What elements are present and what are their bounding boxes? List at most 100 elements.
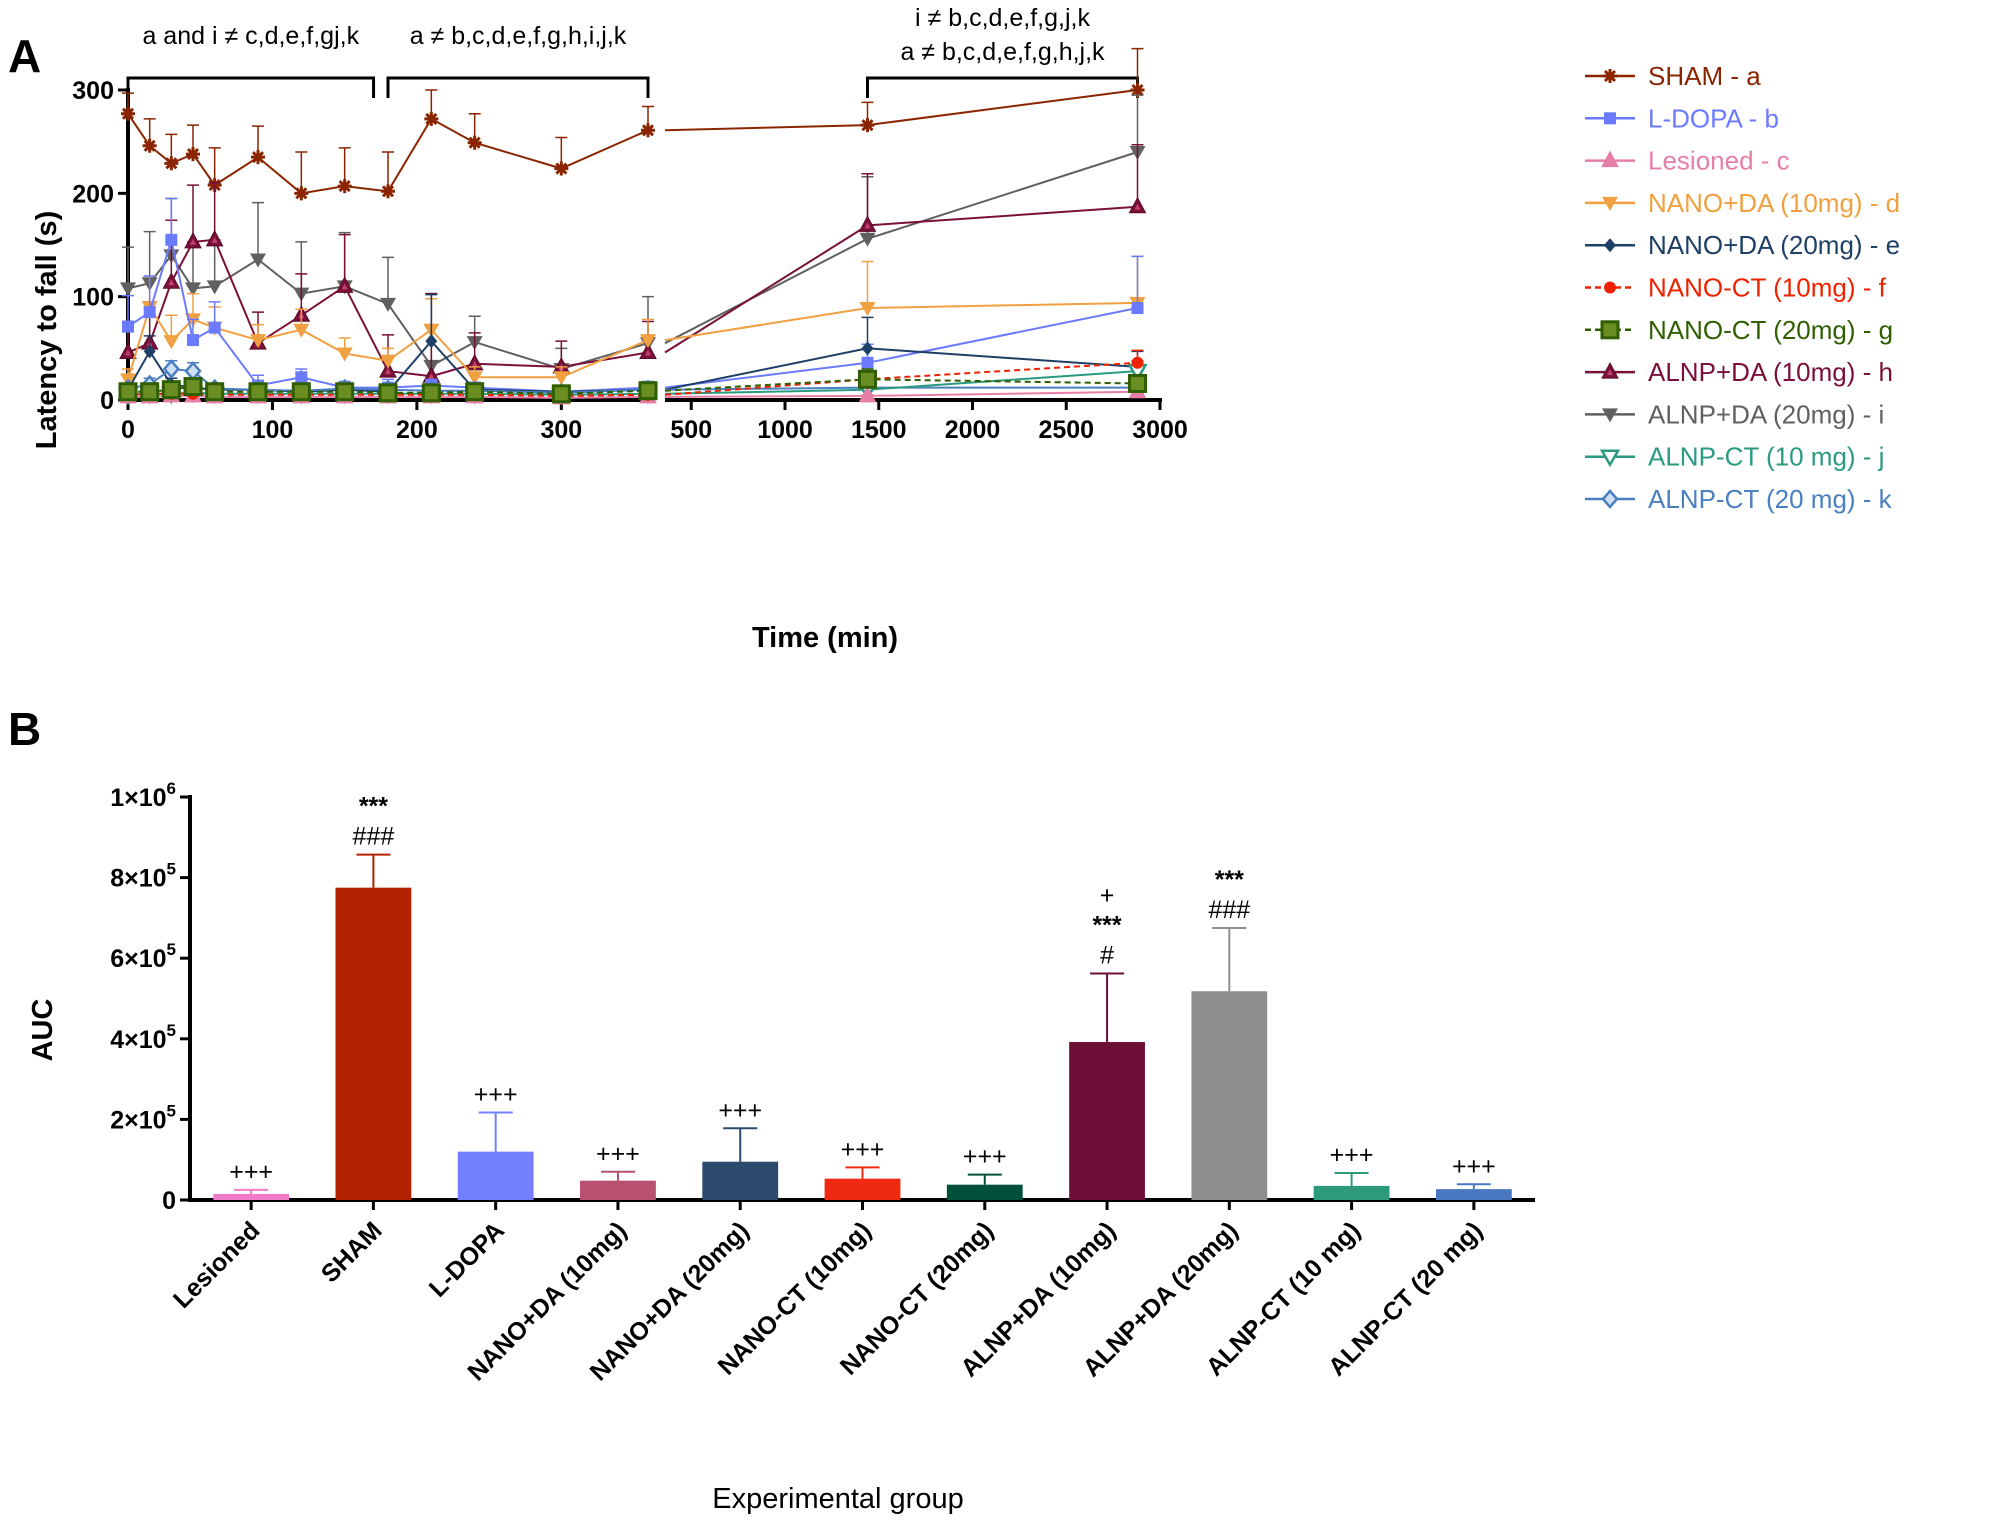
panel-a-x-tick-label: 100 bbox=[252, 416, 294, 444]
panel-a-x-tick-label: 3000 bbox=[1132, 416, 1188, 444]
data-point bbox=[143, 344, 156, 359]
legend-label: NANO+DA (10mg) - d bbox=[1648, 188, 1900, 218]
legend-marker-shape bbox=[1604, 238, 1616, 253]
data-point-shape bbox=[466, 371, 483, 386]
significance-label: +++ bbox=[841, 1135, 885, 1163]
data-point bbox=[205, 229, 224, 247]
panel-b: B AUC Experimental group 0 2×105 4×105 6×10… bbox=[8, 703, 1535, 1515]
bar bbox=[1313, 1185, 1390, 1200]
panel-a-x-axis-title: Time (min) bbox=[752, 622, 898, 654]
data-point bbox=[291, 382, 311, 402]
data-point-shape bbox=[205, 382, 225, 402]
data-point-shape bbox=[380, 354, 396, 369]
data-point bbox=[641, 123, 655, 138]
panel-a-x-tick-label: 500 bbox=[670, 416, 712, 444]
data-point bbox=[293, 323, 310, 338]
legend-item: Lesioned - c bbox=[1585, 146, 1790, 176]
data-point-inner bbox=[864, 222, 871, 229]
data-point-inner bbox=[190, 238, 196, 245]
error-bar bbox=[208, 239, 221, 287]
data-point bbox=[336, 347, 353, 362]
bracket-label: a and i ≠ c,d,e,f,gj,k bbox=[142, 22, 359, 50]
significance-label: # bbox=[1100, 942, 1114, 970]
legend-label: Lesioned - c bbox=[1648, 146, 1790, 176]
bar bbox=[1435, 1189, 1512, 1200]
data-point-shape bbox=[551, 384, 571, 404]
panel-a-y-tick-label: 200 bbox=[72, 180, 114, 208]
legend-item: ALNP-CT (20 mg) - k bbox=[1585, 484, 1893, 514]
error-bar bbox=[122, 246, 134, 289]
panel-b-y-tick-label: 8×105 bbox=[110, 860, 176, 893]
data-point bbox=[122, 320, 134, 333]
significance-label: *** bbox=[1092, 912, 1121, 940]
legend-item: ALNP-CT (10 mg) - j bbox=[1585, 442, 1884, 472]
data-point-shape bbox=[337, 179, 352, 194]
bracket-1 bbox=[126, 76, 376, 98]
data-point-shape bbox=[421, 383, 441, 403]
data-point-shape bbox=[425, 334, 438, 349]
data-point bbox=[140, 382, 160, 402]
data-point bbox=[162, 272, 181, 289]
data-point bbox=[162, 359, 180, 379]
data-point-shape bbox=[858, 385, 877, 403]
panel-a-x-tick-label: 300 bbox=[540, 416, 582, 444]
data-point bbox=[142, 138, 157, 153]
legend-marker bbox=[1604, 281, 1616, 294]
bracket-label: a ≠ b,c,d,e,f,g,h,i,j,k bbox=[410, 22, 627, 50]
data-point bbox=[294, 186, 309, 201]
significance-label: *** bbox=[359, 793, 388, 821]
data-point bbox=[251, 150, 265, 165]
data-point bbox=[858, 385, 877, 403]
legend-label: SHAM - a bbox=[1648, 61, 1761, 91]
legend-marker bbox=[1601, 150, 1619, 168]
data-point bbox=[466, 371, 483, 386]
data-point bbox=[186, 147, 200, 162]
data-point bbox=[118, 382, 138, 402]
data-point bbox=[551, 384, 571, 404]
error-bar bbox=[1131, 144, 1144, 207]
data-point bbox=[554, 161, 569, 176]
data-point-shape bbox=[185, 282, 201, 297]
data-point-shape bbox=[295, 371, 308, 384]
legend-label: NANO-CT (20mg) - g bbox=[1648, 315, 1893, 345]
data-point bbox=[858, 215, 877, 232]
data-point bbox=[161, 380, 181, 400]
data-point-inner bbox=[168, 279, 175, 286]
panel-a-x-tick-label: 2000 bbox=[945, 416, 1001, 444]
bar-error bbox=[723, 1127, 758, 1162]
data-point bbox=[421, 383, 441, 403]
data-point-shape bbox=[186, 147, 200, 162]
legend-marker-shape bbox=[1602, 196, 1618, 211]
data-point-shape bbox=[164, 156, 179, 171]
data-point-shape bbox=[861, 356, 874, 369]
data-point-shape bbox=[640, 334, 656, 349]
significance-label: +++ bbox=[474, 1081, 518, 1109]
data-point bbox=[860, 118, 875, 133]
data-point bbox=[295, 371, 308, 384]
data-point-shape bbox=[860, 118, 875, 133]
data-point-shape bbox=[208, 321, 221, 334]
data-point bbox=[183, 377, 203, 397]
significance-label: +++ bbox=[1452, 1152, 1496, 1180]
series-line bbox=[664, 151, 1138, 345]
data-point bbox=[638, 381, 658, 401]
panel-a: A Latency to fall (s) Time (min) 0 100 200… bbox=[8, 4, 1900, 654]
bar-error bbox=[1212, 926, 1247, 992]
data-point bbox=[1130, 83, 1145, 97]
data-point-shape bbox=[162, 359, 180, 379]
data-point-shape bbox=[165, 233, 178, 246]
panel-b-label: B bbox=[8, 703, 41, 755]
legend-marker-inner bbox=[1607, 369, 1613, 376]
series-line bbox=[664, 347, 1138, 391]
data-point-shape bbox=[163, 335, 180, 350]
data-point-shape bbox=[251, 150, 265, 165]
data-point bbox=[250, 334, 266, 349]
data-point bbox=[425, 334, 438, 349]
data-point-inner bbox=[471, 360, 478, 367]
data-point-shape bbox=[378, 383, 398, 403]
series-b bbox=[122, 197, 1144, 398]
data-point-shape bbox=[183, 377, 203, 397]
significance-label: +++ bbox=[229, 1158, 273, 1186]
bracket-2 bbox=[386, 76, 650, 98]
bar bbox=[1191, 991, 1268, 1200]
